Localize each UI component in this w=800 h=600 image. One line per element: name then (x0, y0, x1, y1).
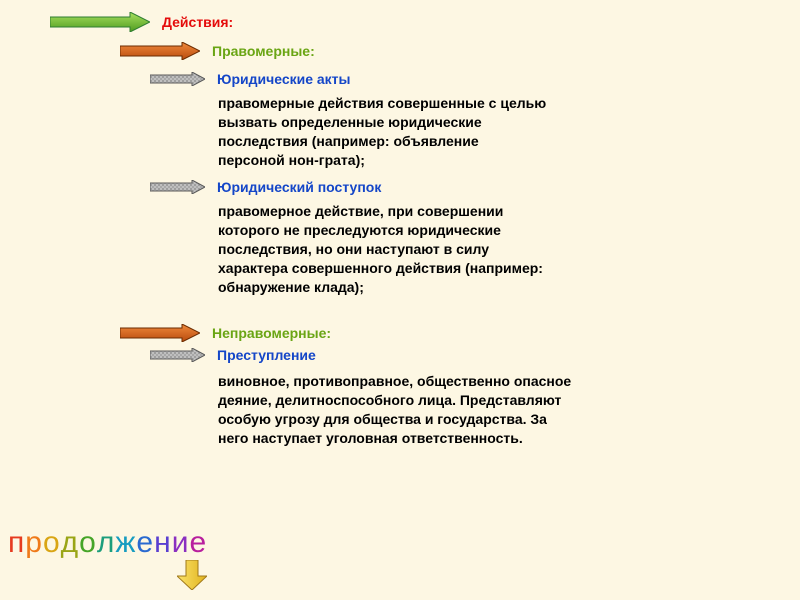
arrow-orange-icon (120, 42, 200, 60)
arrow-down-yellow-icon (177, 560, 207, 590)
row-actions: Действия: (50, 12, 233, 32)
arrow-green-large-icon (50, 12, 150, 32)
arrow-gray-small-icon (150, 180, 205, 194)
lawful-heading: Правомерные: (212, 42, 315, 60)
continuation-rainbow-text: продолжение (8, 526, 207, 560)
legal-deed-body: правомерное действие, при совершении кот… (218, 202, 558, 296)
arrow-orange-icon (120, 324, 200, 342)
arrow-gray-small-icon (150, 72, 205, 86)
legal-deed-heading: Юридический поступок (217, 178, 381, 196)
actions-heading: Действия: (162, 13, 233, 31)
row-crime: Преступление (150, 348, 316, 364)
unlawful-heading: Неправомерные: (212, 324, 331, 342)
legal-acts-body: правомерные действия совершенные с целью… (218, 94, 548, 170)
row-legal-deed: Юридический поступок (150, 180, 381, 196)
row-lawful: Правомерные: (120, 42, 315, 60)
row-legal-acts: Юридические акты (150, 72, 351, 88)
row-unlawful: Неправомерные: (120, 324, 331, 342)
arrow-gray-small-icon (150, 348, 205, 362)
crime-body: виновное, противоправное, общественно оп… (218, 372, 578, 448)
legal-acts-heading: Юридические акты (217, 70, 351, 88)
crime-heading: Преступление (217, 346, 316, 364)
